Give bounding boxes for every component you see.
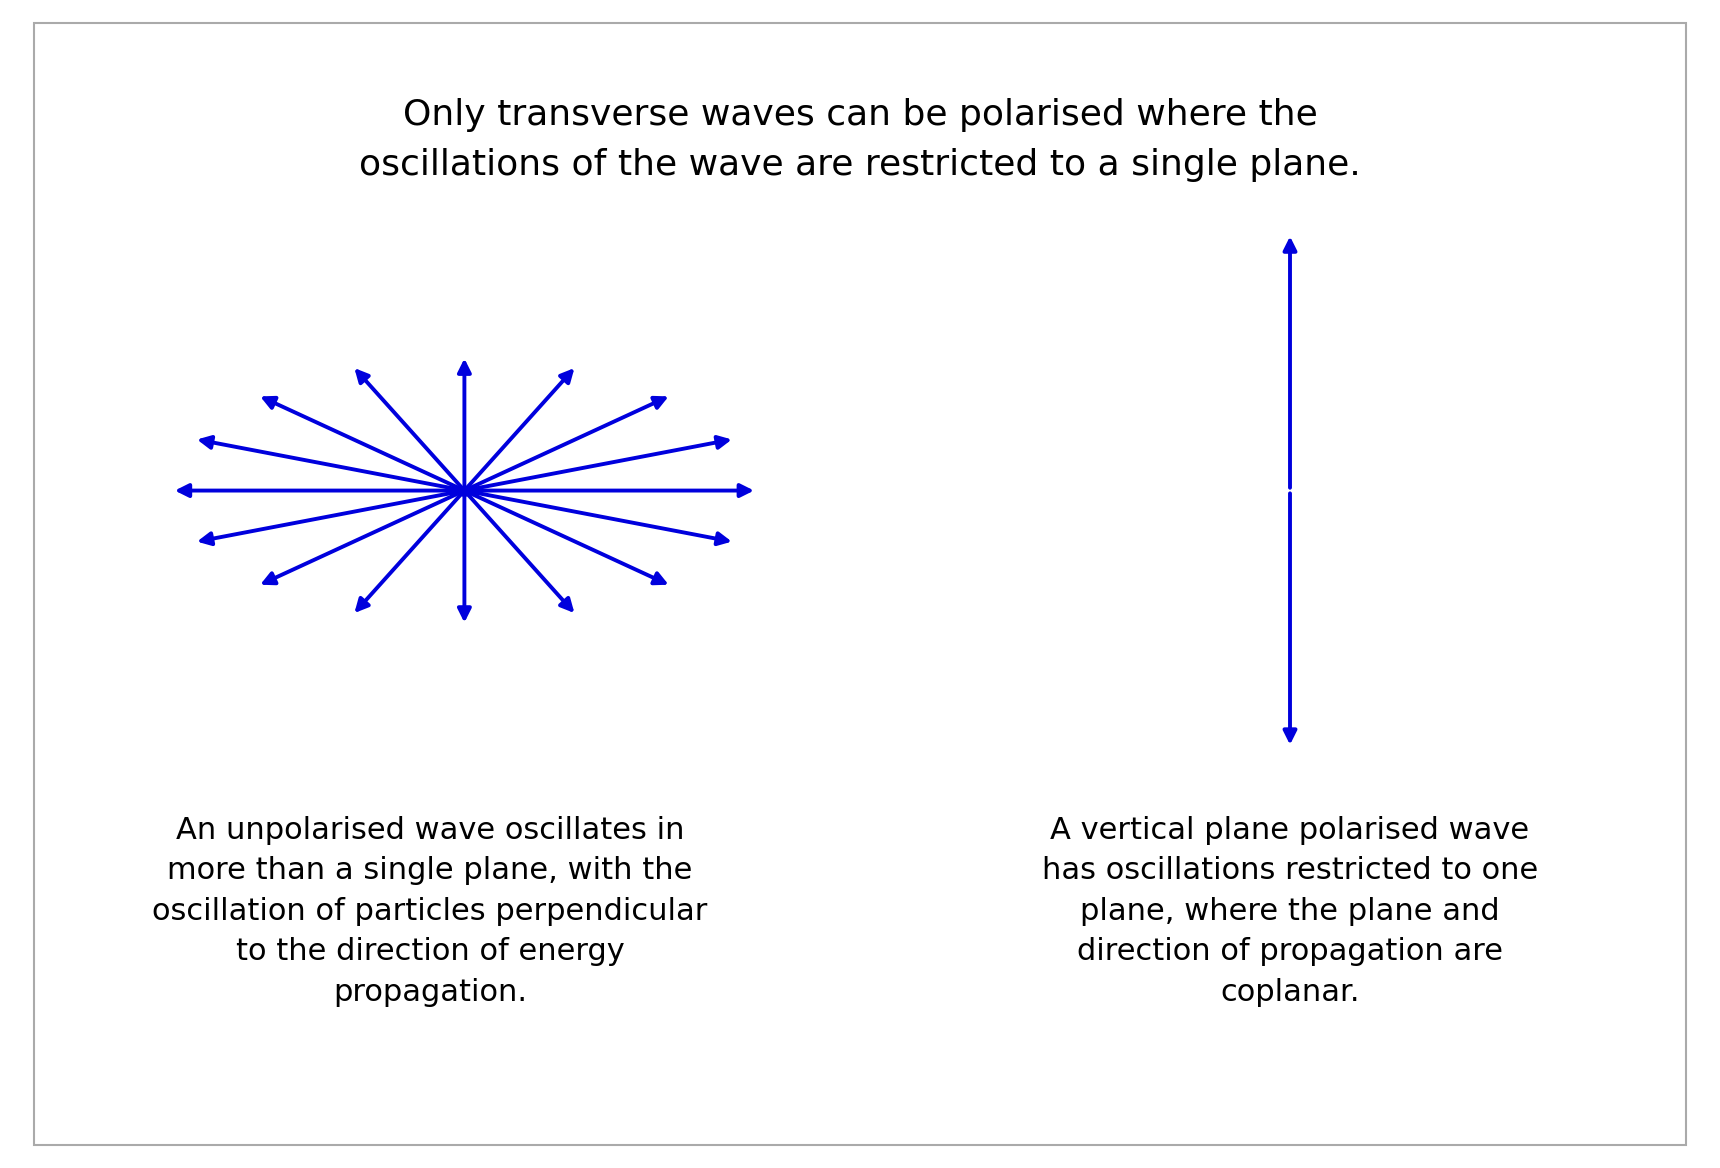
Text: An unpolarised wave oscillates in
more than a single plane, with the
oscillation: An unpolarised wave oscillates in more t…	[153, 815, 707, 1007]
Text: A vertical plane polarised wave
has oscillations restricted to one
plane, where : A vertical plane polarised wave has osci…	[1042, 815, 1538, 1007]
Text: Only transverse waves can be polarised where the
oscillations of the wave are re: Only transverse waves can be polarised w…	[359, 98, 1361, 182]
